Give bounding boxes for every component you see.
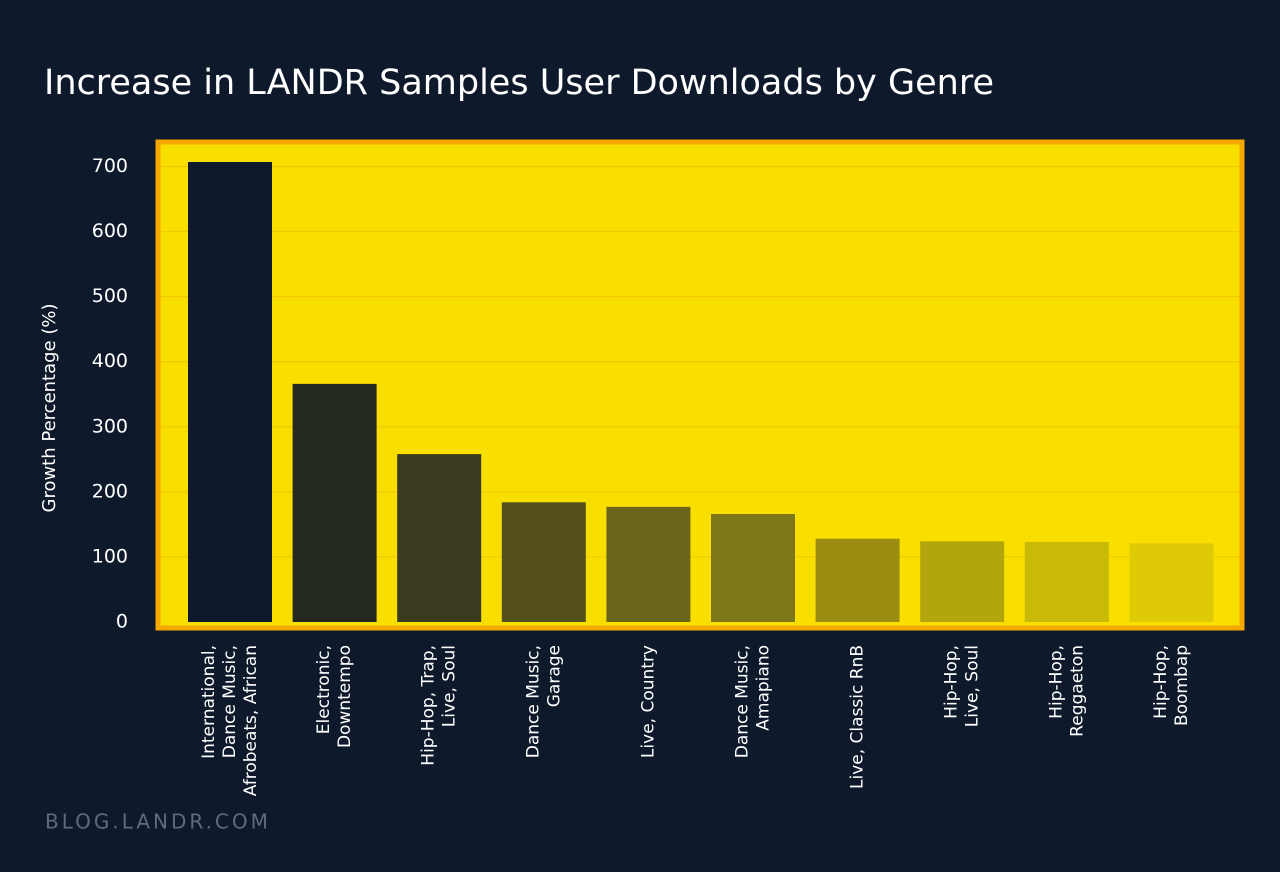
bar xyxy=(188,162,272,622)
y-tick-label: 500 xyxy=(92,285,128,307)
y-tick-label: 200 xyxy=(92,480,128,502)
x-tick-label: Amapiano xyxy=(754,645,774,731)
x-tick-label: Live, Classic RnB xyxy=(848,645,868,789)
x-tick-label: Dance Music, xyxy=(220,645,240,758)
bar xyxy=(711,513,795,622)
y-tick-label: 300 xyxy=(92,415,128,437)
x-tick-label: Afrobeats, African xyxy=(241,645,261,796)
bar xyxy=(920,541,1005,622)
x-tick-label: Live, Soul xyxy=(963,645,983,727)
x-tick-label: Electronic, xyxy=(314,645,334,734)
x-tick-label: Live, Soul xyxy=(440,645,460,727)
bar xyxy=(501,502,586,622)
x-tick-label: Hip-Hop, Trap, xyxy=(419,645,439,766)
y-axis-label: Growth Percentage (%) xyxy=(39,303,60,512)
x-tick-label: Reggaeton xyxy=(1067,645,1087,737)
bar xyxy=(397,454,482,622)
x-tick-label: Dance Music, xyxy=(733,645,753,758)
bar xyxy=(1024,541,1109,622)
x-tick-label: Hip-Hop, xyxy=(942,645,962,719)
y-tick-label: 700 xyxy=(92,155,128,177)
y-tick-label: 0 xyxy=(116,611,128,633)
y-tick-label: 600 xyxy=(92,220,128,242)
footer: BLOG.LANDR.COM xyxy=(45,810,271,834)
x-tick-label: Boombap xyxy=(1172,645,1192,726)
x-tick-label: Dance Music, xyxy=(523,645,543,758)
chart-title: Increase in LANDR Samples User Downloads… xyxy=(44,63,994,103)
x-tick-label: International, xyxy=(199,645,219,759)
bar xyxy=(292,383,377,622)
bar xyxy=(815,538,900,622)
bar xyxy=(1129,543,1214,622)
y-tick-label: 100 xyxy=(92,545,128,567)
bar xyxy=(606,506,691,622)
x-tick-label: Live, Country xyxy=(638,645,658,758)
x-tick-label: Hip-Hop, xyxy=(1046,645,1066,719)
y-tick-label: 400 xyxy=(92,350,128,372)
x-tick-label: Garage xyxy=(544,645,564,707)
x-tick-label: Downtempo xyxy=(335,645,355,748)
x-tick-label: Hip-Hop, xyxy=(1151,645,1171,719)
